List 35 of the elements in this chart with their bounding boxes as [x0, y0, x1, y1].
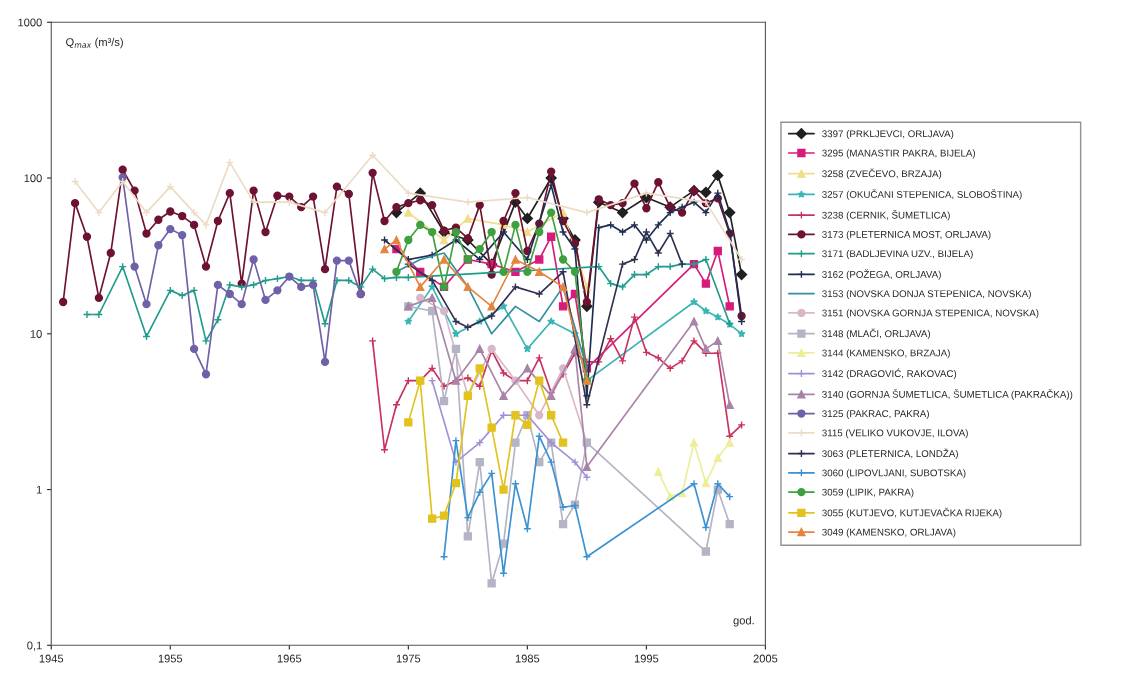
y-axis-title: Q$_{max}$ (m³/s): [66, 37, 123, 49]
legend-label: 3125 (PAKRAC, PAKRA): [822, 409, 929, 419]
legend-label: 3144 (KAMENSKO, BRZAJA): [822, 349, 950, 359]
x-tick-label: 1985: [515, 654, 540, 663]
legend-label: 3162 (POŽEGA, ORLJAVA): [822, 269, 941, 280]
legend-label: 3049 (KAMENSKO, ORLJAVA): [822, 528, 956, 538]
y-tick-label: 1000: [18, 18, 42, 27]
y-tick-label: 10: [30, 330, 42, 338]
legend-label: 3258 (ZVEČEVO, BRZAJA): [822, 168, 942, 180]
y-tick-label: 1: [36, 485, 42, 494]
legend-label: 3055 (KUTJEVO, KUTJEVAČKA RIJEKA): [822, 507, 1002, 519]
legend-label: 3257 (OKUČANI STEPENICA, SLOBOŠTINA): [822, 189, 1022, 200]
legend-label: 3151 (NOVSKA GORNJA STEPENICA, NOVSKA): [822, 309, 1039, 319]
legend-label: 3238 (CERNIK, ŠUMETLICA): [822, 210, 950, 221]
legend-label: 3173 (PLETERNICA MOST, ORLJAVA): [822, 230, 991, 240]
y-tick-label: 100: [24, 174, 42, 183]
legend-label: 3397 (PRKLJEVCI, ORLJAVA): [822, 130, 954, 140]
legend-label: 3148 (MLAČI, ORLJAVA): [822, 328, 930, 340]
legend-label: 3063 (PLETERNICA, LONDŽA): [822, 448, 958, 459]
x-tick-label: 1955: [158, 654, 183, 663]
x-tick-label: 1975: [396, 654, 421, 663]
legend-label: 3153 (NOVSKA DONJA STEPENICA, NOVSKA): [822, 290, 1031, 300]
x-tick-label: 2005: [753, 654, 778, 663]
legend-label: 3142 (DRAGOVIĆ, RAKOVAC): [822, 368, 957, 379]
x-tick-label: 1945: [39, 654, 64, 663]
legend-label: 3060 (LIPOVLJANI, SUBOTSKA): [822, 469, 966, 479]
legend-label: 3115 (VELIKO VUKOVJE, ILOVA): [822, 429, 968, 439]
legend-label: 3140 (GORNJA ŠUMETLICA, ŠUMETLICA (PAKRAČKA)): [822, 389, 1073, 400]
x-axis-title: god.: [733, 616, 754, 627]
y-tick-label: 0,1: [27, 641, 42, 651]
x-tick-label: 1995: [634, 654, 659, 663]
legend-label: 3059 (LIPIK, PAKRA): [822, 488, 914, 498]
x-tick-label: 1965: [277, 654, 302, 663]
legend-label: 3295 (MANASTIR PAKRA, BIJELA): [822, 149, 976, 159]
legend-label: 3171 (BADLJEVINA UZV., BIJELA): [822, 250, 973, 260]
